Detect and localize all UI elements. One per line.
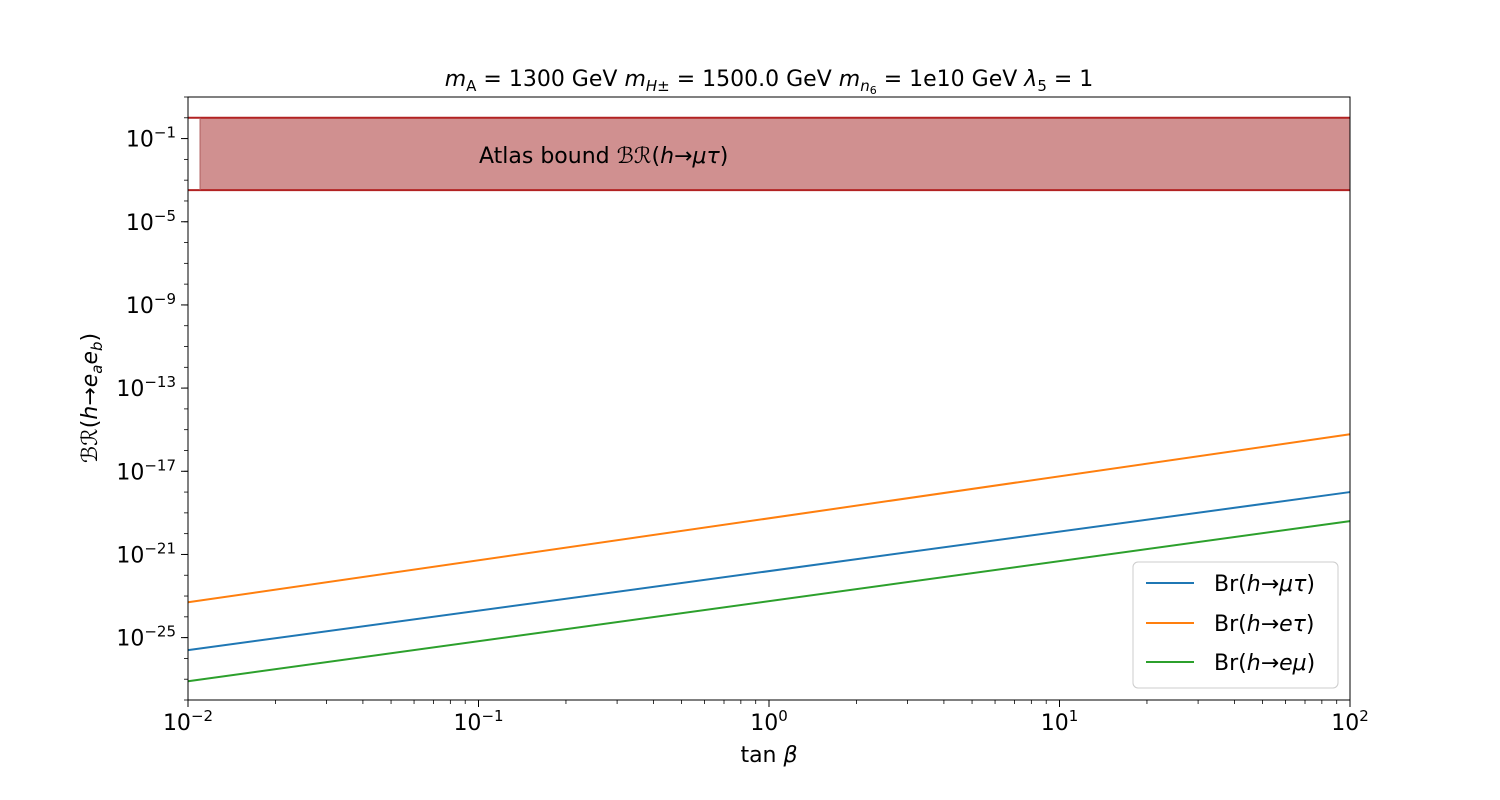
- atlas-bound-annotation: Atlas bound ℬℛ(h→μτ): [479, 144, 728, 169]
- axis-layer: [181, 96, 1351, 707]
- y-tick-label-0: 10−1: [126, 124, 176, 153]
- x-tick-label-1: 10−1: [453, 707, 503, 736]
- legend: Br(h→μτ) Br(h→eτ) Br(h→eμ): [1132, 561, 1339, 689]
- y-tick-label-6: 10−25: [116, 623, 176, 652]
- legend-label-emu: Br(h→eμ): [1214, 651, 1315, 676]
- series-line-1: [187, 433, 1351, 604]
- legend-label-mutau: Br(h→μτ): [1214, 572, 1315, 597]
- x-tick-label-0: 10−2: [163, 707, 213, 736]
- y-axis-label: ℬℛ(h→eaeb): [78, 333, 106, 463]
- x-tick-label-2: 100: [750, 707, 788, 736]
- tick-label-layer: 10−2 10−1 100 101 102 10−1 10−5 10−9 10−13 10−17 1…: [116, 124, 1368, 736]
- y-tick-label-5: 10−21: [116, 539, 176, 568]
- chart-title: mA = 1300 GeV mH± = 1500.0 GeV mn6 = 1e1…: [445, 67, 1094, 97]
- y-tick-label-3: 10−13: [116, 373, 176, 402]
- series-line-0: [187, 491, 1351, 652]
- series-line-2: [187, 520, 1351, 683]
- y-tick-label-4: 10−17: [116, 456, 176, 485]
- y-tick-label-1: 10−5: [126, 207, 176, 236]
- atlas-bound-band: [200, 117, 1351, 191]
- y-tick-label-2: 10−9: [126, 290, 176, 319]
- x-tick-label-4: 102: [1331, 707, 1369, 736]
- legend-label-etau: Br(h→eτ): [1214, 612, 1315, 637]
- series-layer: [187, 433, 1351, 683]
- x-axis-label: tan β: [740, 743, 797, 768]
- x-tick-label-3: 101: [1041, 707, 1079, 736]
- legend-box: [1132, 561, 1339, 689]
- plot-area: [188, 116, 1351, 192]
